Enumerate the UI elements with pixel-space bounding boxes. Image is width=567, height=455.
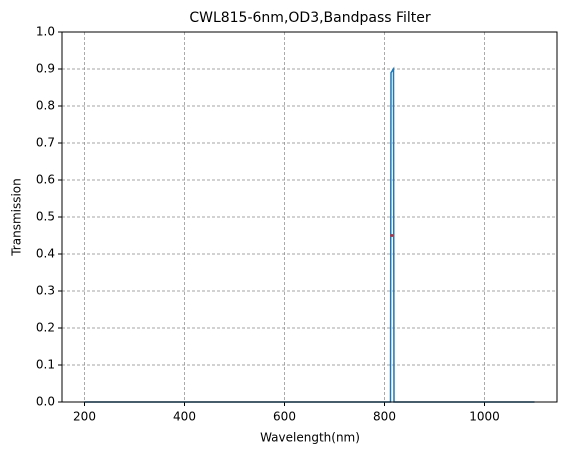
y-tick-label: 0.6 [36, 173, 55, 187]
y-tick-label: 0.4 [36, 247, 55, 261]
y-tick-label: 0.7 [36, 136, 55, 150]
x-axis-label: Wavelength(nm) [260, 431, 360, 445]
data-line [84, 66, 535, 403]
y-tick-label: 0.3 [36, 284, 55, 298]
x-tick-label: 600 [273, 410, 296, 424]
y-tick-label: 0.2 [36, 321, 55, 335]
y-tick-label: 0.1 [36, 358, 55, 372]
y-tick-label: 0.9 [36, 62, 55, 76]
x-tick-label: 800 [373, 410, 396, 424]
y-tick-label: 0.8 [36, 99, 55, 113]
center-marker [390, 234, 394, 237]
y-tick-label: 1.0 [36, 25, 55, 39]
x-tick-label: 200 [73, 410, 96, 424]
chart-title: CWL815-6nm,OD3,Bandpass Filter [189, 10, 431, 26]
y-axis-label: Transmission [10, 178, 24, 257]
plot-frame [61, 31, 558, 403]
x-tick-label: 1000 [469, 410, 500, 424]
y-tick-label: 0.0 [36, 395, 55, 409]
x-tick-label: 400 [173, 410, 196, 424]
y-tick-label: 0.5 [36, 210, 55, 224]
